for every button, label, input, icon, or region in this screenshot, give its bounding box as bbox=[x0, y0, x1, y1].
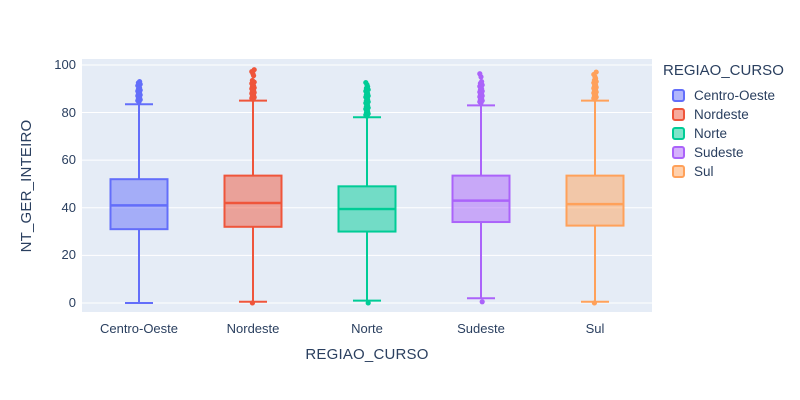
outlier-point bbox=[363, 79, 369, 86]
legend-label: Sul bbox=[694, 164, 714, 179]
box-rect-Sul[interactable] bbox=[565, 174, 625, 227]
x-tick-label-Sudeste: Sudeste bbox=[457, 321, 505, 336]
outlier-point bbox=[593, 69, 599, 75]
plot-area[interactable] bbox=[82, 59, 652, 312]
outlier-point bbox=[365, 300, 371, 306]
legend-label: Sudeste bbox=[694, 145, 744, 160]
y-tick-label: 80 bbox=[61, 104, 76, 120]
x-tick-label-Nordeste: Nordeste bbox=[226, 321, 280, 336]
box-group-Sudeste bbox=[451, 71, 511, 305]
legend-swatch bbox=[672, 89, 685, 102]
legend-swatch bbox=[672, 146, 685, 159]
outlier-point bbox=[249, 77, 255, 84]
y-tick-label: 20 bbox=[61, 247, 76, 263]
legend-entry-Sudeste[interactable]: Sudeste bbox=[663, 143, 784, 162]
y-tick-label: 60 bbox=[61, 152, 76, 168]
outlier-point bbox=[251, 67, 257, 73]
legend-entry-Nordeste[interactable]: Nordeste bbox=[663, 105, 784, 124]
legend-entry-Centro-Oeste[interactable]: Centro-Oeste bbox=[663, 86, 784, 105]
y-tick-label: 0 bbox=[68, 294, 76, 310]
legend-entries: Centro-Oeste Nordeste Norte Sudeste Sul bbox=[663, 86, 784, 181]
legend-swatch bbox=[672, 127, 685, 140]
x-tick-label-Centro-Oeste: Centro-Oeste bbox=[99, 321, 179, 336]
y-axis-title: NT_GER_INTEIRO bbox=[18, 119, 35, 253]
outlier-point bbox=[479, 299, 485, 305]
plot-canvas bbox=[82, 64, 652, 306]
box-rect-Sudeste[interactable] bbox=[451, 174, 511, 224]
x-axis-title: REGIAO_CURSO bbox=[305, 346, 429, 363]
outlier-point bbox=[477, 71, 483, 77]
outlier-point bbox=[479, 79, 485, 85]
box-group-Norte bbox=[337, 79, 397, 306]
legend-title: REGIAO_CURSO bbox=[663, 62, 784, 79]
outlier-point bbox=[137, 79, 143, 85]
outlier-point bbox=[249, 300, 255, 306]
box-rect-Nordeste[interactable] bbox=[223, 174, 283, 228]
legend-swatch bbox=[672, 165, 685, 178]
y-tick-label: 40 bbox=[61, 199, 76, 215]
outlier-point bbox=[591, 300, 597, 306]
legend-label: Norte bbox=[694, 126, 728, 141]
y-tick-label: 100 bbox=[54, 56, 76, 72]
legend-entry-Sul[interactable]: Sul bbox=[663, 162, 784, 181]
box-group-Sul bbox=[565, 69, 625, 306]
box-group-Centro-Oeste bbox=[109, 79, 169, 304]
x-tick-label-Norte: Norte bbox=[351, 321, 383, 336]
x-tick-label-Sul: Sul bbox=[585, 321, 605, 336]
legend: REGIAO_CURSO Centro-Oeste Nordeste Norte Su… bbox=[663, 62, 784, 181]
legend-label: Nordeste bbox=[694, 107, 749, 122]
legend-swatch bbox=[672, 108, 685, 121]
legend-label: Centro-Oeste bbox=[694, 88, 776, 103]
box-group-Nordeste bbox=[223, 67, 283, 306]
legend-entry-Norte[interactable]: Norte bbox=[663, 124, 784, 143]
